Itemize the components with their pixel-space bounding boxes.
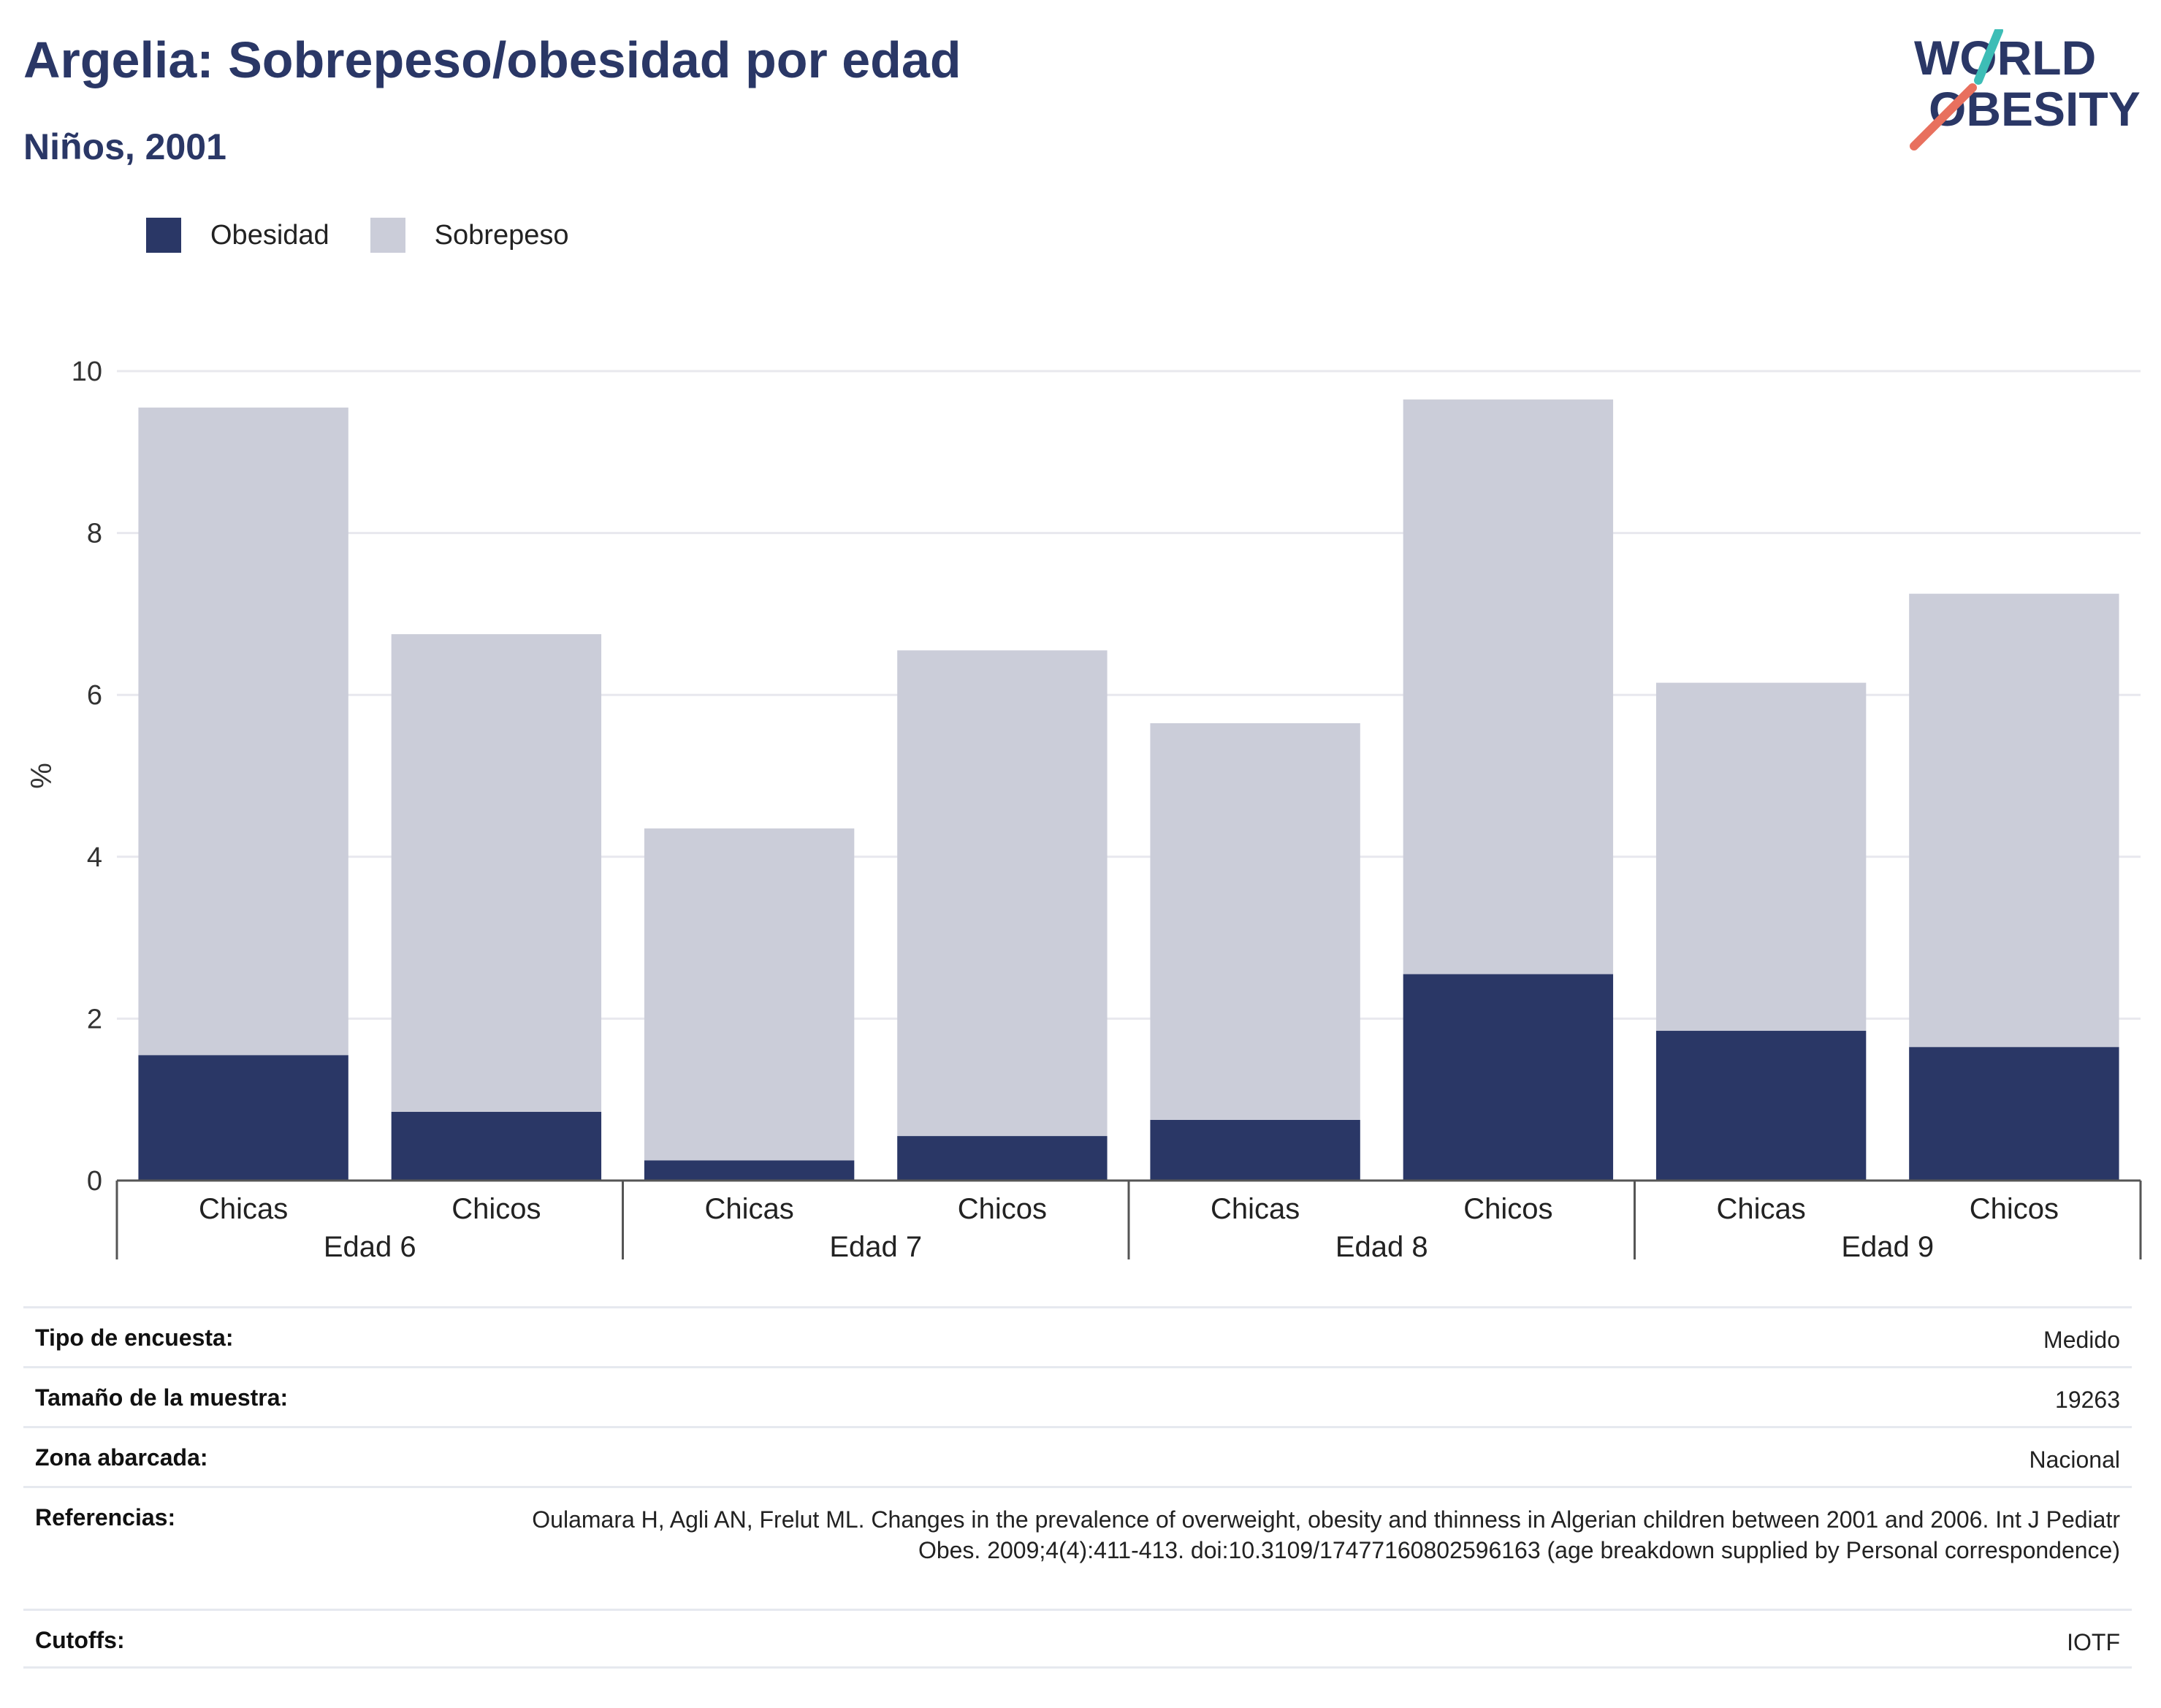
- group-label: Edad 6: [324, 1231, 416, 1263]
- info-label: Cutoffs:: [35, 1627, 125, 1653]
- legend-swatch-sobrepeso: [370, 218, 405, 253]
- info-value: Oulamara H, Agli AN, Frelut ML. Changes …: [532, 1506, 2120, 1563]
- bar-obesidad[interactable]: [644, 1160, 855, 1181]
- info-row-survey-type: Tipo de encuesta: Medido: [23, 1306, 2132, 1366]
- legend-item-obesidad[interactable]: Obesidad: [146, 218, 329, 253]
- chart-legend: Obesidad Sobrepeso: [146, 218, 609, 253]
- bar-sobrepeso[interactable]: [391, 634, 602, 1112]
- group-label: Edad 7: [829, 1231, 922, 1263]
- logo-slash-coral: [1910, 83, 1977, 150]
- bar-obesidad[interactable]: [391, 1111, 602, 1181]
- info-value: IOTF: [2067, 1629, 2120, 1655]
- bar-sobrepeso[interactable]: [644, 828, 855, 1161]
- info-row-references: Referencias: Oulamara H, Agli AN, Frelut…: [23, 1486, 2132, 1609]
- bar-sobrepeso[interactable]: [1403, 399, 1614, 975]
- legend-label-sobrepeso: Sobrepeso: [434, 219, 569, 251]
- bar-sobrepeso[interactable]: [1909, 593, 2119, 1048]
- x-tick-label: Chicos: [1463, 1193, 1552, 1225]
- bar-sobrepeso[interactable]: [138, 407, 348, 1056]
- x-tick-label: Chicos: [1970, 1193, 2059, 1225]
- y-tick-label: 6: [87, 680, 102, 711]
- y-tick-label: 8: [87, 519, 102, 549]
- info-row-cutoffs: Cutoffs: IOTF: [23, 1609, 2132, 1669]
- info-label: Tamaño de la muestra:: [35, 1384, 289, 1411]
- info-label: Zona abarcada:: [35, 1444, 208, 1471]
- chart-title: Argelia: Sobrepeso/obesidad por edad: [23, 31, 961, 88]
- legend-swatch-obesidad: [146, 218, 181, 253]
- info-value: 19263: [2055, 1387, 2120, 1413]
- y-tick-label: 2: [87, 1004, 102, 1034]
- info-label: Tipo de encuesta:: [35, 1324, 234, 1351]
- bar-sobrepeso[interactable]: [897, 650, 1108, 1137]
- logo-text-obesity: OBESITY: [1929, 82, 2141, 136]
- bar-obesidad[interactable]: [1150, 1119, 1360, 1181]
- x-tick-label: Chicas: [1211, 1193, 1300, 1225]
- bar-obesidad[interactable]: [1909, 1047, 2119, 1181]
- bar-obesidad[interactable]: [1403, 974, 1614, 1181]
- x-tick-label: Chicas: [1716, 1193, 1805, 1225]
- info-value: Nacional: [2029, 1446, 2120, 1473]
- survey-info-table: Tipo de encuesta: Medido Tamaño de la mu…: [23, 1306, 2132, 1669]
- info-label: Referencias:: [35, 1504, 176, 1530]
- x-tick-label: Chicos: [958, 1193, 1047, 1225]
- info-value: Medido: [2043, 1327, 2120, 1353]
- group-label: Edad 8: [1335, 1231, 1428, 1263]
- legend-item-sobrepeso[interactable]: Sobrepeso: [370, 218, 569, 253]
- chart-subtitle: Niños, 2001: [23, 126, 226, 167]
- bar-sobrepeso[interactable]: [1655, 682, 1867, 1032]
- logo-slash-teal: [1974, 29, 2003, 85]
- group-label: Edad 9: [1841, 1231, 1934, 1263]
- y-tick-label: 10: [72, 357, 102, 387]
- x-tick-label: Chicas: [199, 1193, 288, 1225]
- x-tick-label: Chicos: [451, 1193, 541, 1225]
- info-row-sample-size: Tamaño de la muestra: 19263: [23, 1366, 2132, 1426]
- stacked-bar-chart: 0 2 4 6 8 10% Chicas Chicos Chicas Chicos Chicas Ch…: [26, 357, 2142, 1263]
- y-tick-label: 4: [87, 842, 102, 873]
- world-obesity-logo: WORLD OBESITY: [1910, 29, 2141, 150]
- bar-sobrepeso[interactable]: [1150, 723, 1360, 1120]
- bar-obesidad[interactable]: [1655, 1031, 1867, 1181]
- logo-text-world: WORLD: [1914, 31, 2096, 85]
- y-axis-label: %: [26, 763, 58, 789]
- info-row-area: Zona abarcada: Nacional: [23, 1426, 2132, 1486]
- bar-obesidad[interactable]: [897, 1136, 1108, 1181]
- y-tick-label: 0: [87, 1166, 102, 1197]
- bar-obesidad[interactable]: [138, 1055, 348, 1181]
- x-tick-label: Chicas: [704, 1193, 793, 1225]
- legend-label-obesidad: Obesidad: [210, 219, 329, 251]
